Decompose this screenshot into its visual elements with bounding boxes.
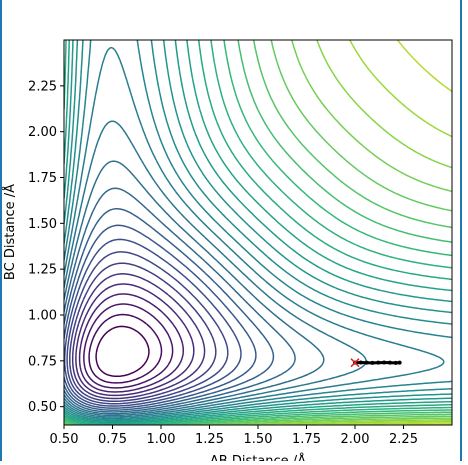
contour-level xyxy=(76,284,194,395)
trajectory-point xyxy=(370,361,374,365)
trajectory xyxy=(351,359,402,367)
plot-frame xyxy=(64,40,452,425)
x-axis-label: AB Distance /Å xyxy=(210,453,306,461)
x-tick-label: 1.25 xyxy=(195,432,224,447)
x-tick-label: 2.00 xyxy=(341,432,370,447)
y-axis: 0.50 0.75 1.00 1.25 1.50 1.75 2.00 2.25 xyxy=(28,79,64,415)
trajectory-point xyxy=(365,361,369,365)
contour-level xyxy=(320,40,452,425)
x-axis: 0.50 0.75 1.00 1.25 1.50 1.75 2.00 2.25 xyxy=(50,425,418,447)
contour-level xyxy=(64,40,452,425)
x-tick-label: 2.25 xyxy=(389,432,418,447)
x-tick-label: 1.75 xyxy=(292,432,321,447)
contour-level xyxy=(64,40,452,425)
y-tick-label: 1.25 xyxy=(28,263,57,278)
y-tick-label: 1.50 xyxy=(28,217,57,232)
contour-level xyxy=(64,40,452,424)
contour-level xyxy=(248,40,452,425)
trajectory-point xyxy=(388,361,392,365)
trajectory-point xyxy=(382,360,386,364)
trajectory-point xyxy=(394,361,398,365)
contour-level xyxy=(278,40,452,425)
contour-level xyxy=(64,40,452,425)
x-tick-label: 0.75 xyxy=(98,432,127,447)
window-left-edge xyxy=(0,0,2,461)
contour-level xyxy=(64,40,452,425)
contour-level xyxy=(64,40,452,425)
contour-level xyxy=(65,239,241,406)
x-tick-label: 1.50 xyxy=(244,432,273,447)
y-tick-label: 2.25 xyxy=(28,79,57,94)
trajectory-point xyxy=(376,361,380,365)
x-tick-label: 1.00 xyxy=(147,432,176,447)
contour-level xyxy=(64,40,452,425)
window-right-edge xyxy=(460,0,462,461)
contour-lines xyxy=(64,40,452,425)
trajectory-point xyxy=(359,360,363,364)
contour-level xyxy=(64,161,324,414)
contour-level xyxy=(64,40,452,423)
trajectory-point xyxy=(398,361,402,365)
y-tick-label: 1.75 xyxy=(28,171,57,186)
y-tick-label: 2.00 xyxy=(28,125,57,140)
contour-level xyxy=(64,40,452,425)
contour-level xyxy=(96,326,149,376)
y-tick-label: 0.50 xyxy=(28,400,57,415)
y-axis-label: BC Distance /Å xyxy=(2,184,18,280)
contour-level xyxy=(80,294,184,392)
contour-level xyxy=(89,315,161,383)
y-tick-label: 0.75 xyxy=(28,354,57,369)
x-tick-label: 0.50 xyxy=(50,432,79,447)
y-tick-label: 1.00 xyxy=(28,309,57,324)
